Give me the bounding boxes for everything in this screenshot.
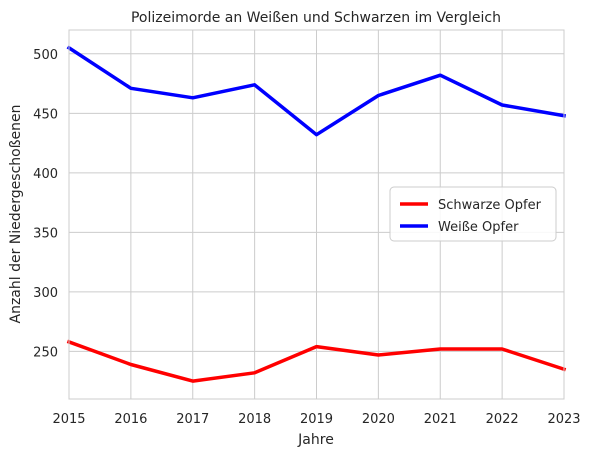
x-tick-label: 2018 bbox=[238, 412, 271, 427]
data-point bbox=[377, 354, 380, 356]
data-point bbox=[253, 83, 256, 86]
data-point bbox=[439, 74, 442, 77]
x-tick-label: 2019 bbox=[300, 412, 333, 427]
x-tick-label: 2016 bbox=[114, 412, 147, 427]
legend-box bbox=[389, 186, 557, 242]
x-tick-label: 2017 bbox=[176, 412, 209, 427]
y-tick-label: 350 bbox=[33, 226, 58, 241]
data-point bbox=[191, 380, 194, 382]
y-tick-label: 250 bbox=[33, 345, 58, 360]
y-tick-label: 300 bbox=[33, 286, 58, 301]
y-axis-ticks: 250 300 350 400 450 500 bbox=[33, 48, 58, 361]
x-tick-label: 2023 bbox=[547, 412, 580, 427]
y-tick-label: 450 bbox=[33, 107, 58, 122]
x-tick-label: 2021 bbox=[424, 412, 457, 427]
x-tick-label: 2022 bbox=[486, 412, 519, 427]
legend: Schwarze Opfer Weiße Opfer bbox=[389, 186, 557, 242]
data-point bbox=[315, 345, 318, 348]
data-point bbox=[191, 97, 194, 99]
y-axis-label: Anzahl der Niedergeschoßenen bbox=[8, 104, 24, 323]
data-point bbox=[315, 133, 318, 136]
y-tick-label: 500 bbox=[33, 48, 58, 63]
legend-label: Schwarze Opfer bbox=[438, 198, 542, 213]
data-point bbox=[501, 104, 503, 106]
chart-title: Polizeimorde an Weißen und Schwarzen im … bbox=[131, 10, 501, 26]
data-point bbox=[439, 348, 442, 350]
data-point bbox=[253, 372, 256, 374]
plot-frame bbox=[68, 29, 565, 400]
x-tick-label: 2020 bbox=[362, 412, 395, 427]
data-point bbox=[377, 94, 380, 97]
plot-series bbox=[66, 45, 567, 383]
x-axis-label: Jahre bbox=[297, 432, 334, 448]
legend-label: Weiße Opfer bbox=[438, 220, 519, 235]
grid bbox=[68, 30, 565, 399]
x-axis-ticks: 2015 2016 2017 2018 2019 2020 2021 2022 2023 bbox=[52, 412, 580, 427]
data-point bbox=[130, 363, 132, 366]
data-point bbox=[130, 87, 132, 90]
data-point bbox=[501, 348, 503, 350]
x-tick-label: 2015 bbox=[52, 412, 85, 427]
y-tick-label: 400 bbox=[33, 167, 58, 182]
